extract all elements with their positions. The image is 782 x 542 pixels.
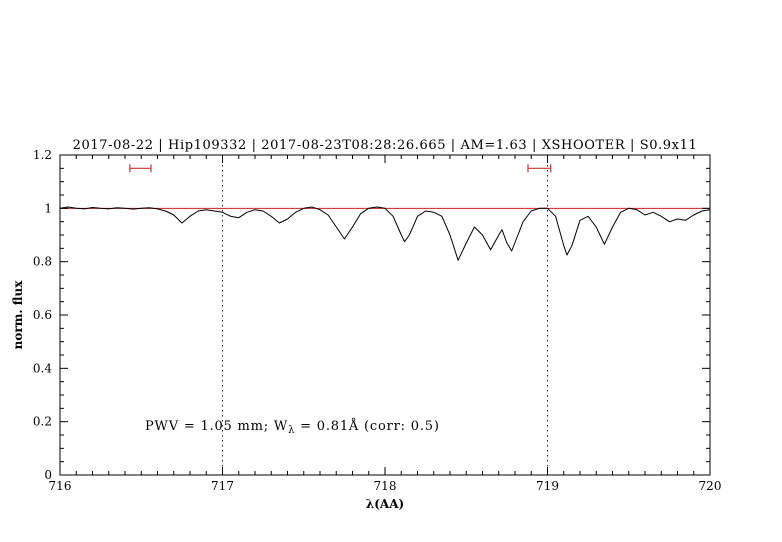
- y-tick-label: 1: [44, 201, 52, 215]
- x-tick-label: 717: [211, 479, 234, 493]
- axes-frame: 716 717 718 719 720 0 0.2 0.4 0.6 0.8 1 1.2: [33, 148, 722, 493]
- spectrum-line: [59, 206, 711, 261]
- telluric-range-markers: [129, 164, 552, 173]
- x-tick-label: 720: [699, 479, 722, 493]
- y-tick-label: 0: [44, 468, 52, 482]
- x-tick-label: 716: [49, 479, 72, 493]
- y-tick-label: 0.8: [33, 255, 52, 269]
- x-tick-label: 719: [536, 479, 559, 493]
- pwv-annotation: PWV = 1.05 mm; Wλ = 0.81Å (corr: 0.5): [145, 418, 440, 436]
- chart-title: 2017-08-22 | Hip109332 | 2017-08-23T08:2…: [73, 138, 698, 153]
- y-tick-label: 0.6: [33, 308, 52, 322]
- pwv-annotation-suffix: = 0.81Å (corr: 0.5): [295, 418, 440, 434]
- range-marker: [527, 164, 552, 173]
- pwv-annotation-prefix: PWV = 1.05 mm; W: [145, 419, 288, 434]
- x-axis-label: λ(AA): [366, 497, 404, 511]
- y-tick-label: 0.4: [33, 361, 52, 375]
- y-tick-label: 1.2: [33, 148, 52, 162]
- x-tick-label: 718: [374, 479, 397, 493]
- y-tick-label: 0.2: [33, 415, 52, 429]
- spectrum-polyline: [59, 206, 711, 261]
- range-marker: [129, 164, 152, 173]
- pwv-annotation-sub: λ: [288, 425, 295, 436]
- reference-vlines: [222, 155, 548, 475]
- y-axis-label: norm. flux: [11, 280, 25, 350]
